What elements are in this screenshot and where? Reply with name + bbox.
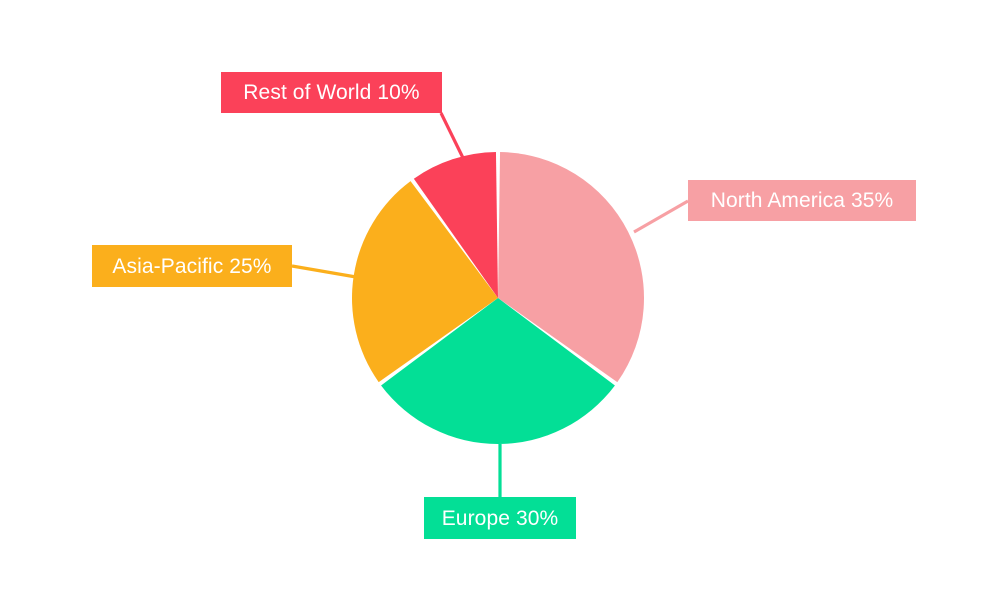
pie-label-asia-pacific: Asia-Pacific 25%: [92, 245, 292, 287]
leader-line-north-america: [633, 199, 689, 234]
pie-slice-rest-of-world[interactable]: [413, 152, 498, 298]
pie-slice-asia-pacific[interactable]: [351, 181, 498, 383]
pie-slice-north-america[interactable]: [498, 152, 645, 383]
pie-label-europe: Europe 30%: [424, 497, 576, 539]
pie-slice-europe[interactable]: [381, 298, 615, 445]
leader-line-group: [291, 112, 689, 497]
leader-line-rest-of-world: [439, 112, 468, 165]
leader-line-asia-pacific: [291, 264, 357, 279]
pie-label-rest-of-world: Rest of World 10%: [221, 72, 442, 113]
pie-label-north-america: North America 35%: [688, 180, 916, 221]
pie-slice-group: [351, 152, 645, 445]
